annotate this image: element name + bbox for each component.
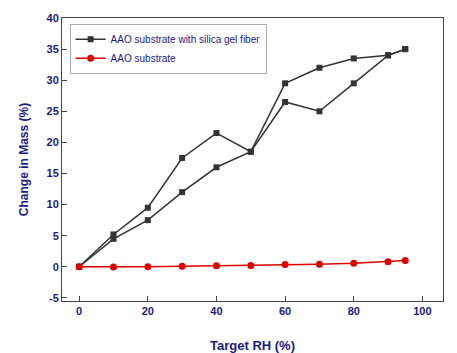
svg-text:Target RH (%): Target RH (%) bbox=[210, 338, 295, 353]
svg-text:20: 20 bbox=[47, 136, 59, 148]
svg-text:25: 25 bbox=[47, 105, 59, 117]
svg-text:AAO substrate: AAO substrate bbox=[111, 53, 176, 64]
svg-text:5: 5 bbox=[53, 230, 59, 242]
svg-text:20: 20 bbox=[142, 305, 154, 317]
svg-text:35: 35 bbox=[47, 43, 59, 55]
svg-text:80: 80 bbox=[348, 305, 360, 317]
svg-text:-5: -5 bbox=[49, 292, 59, 304]
svg-text:15: 15 bbox=[47, 167, 59, 179]
svg-text:40: 40 bbox=[210, 305, 222, 317]
svg-text:30: 30 bbox=[47, 74, 59, 86]
svg-text:60: 60 bbox=[279, 305, 291, 317]
svg-text:AAO substrate with silica gel: AAO substrate with silica gel fiber bbox=[111, 34, 261, 45]
svg-text:40: 40 bbox=[47, 12, 59, 24]
svg-text:10: 10 bbox=[47, 198, 59, 210]
svg-text:100: 100 bbox=[413, 305, 431, 317]
svg-text:0: 0 bbox=[76, 305, 82, 317]
svg-text:0: 0 bbox=[53, 261, 59, 273]
svg-text:Change in Mass (%): Change in Mass (%) bbox=[17, 103, 31, 216]
